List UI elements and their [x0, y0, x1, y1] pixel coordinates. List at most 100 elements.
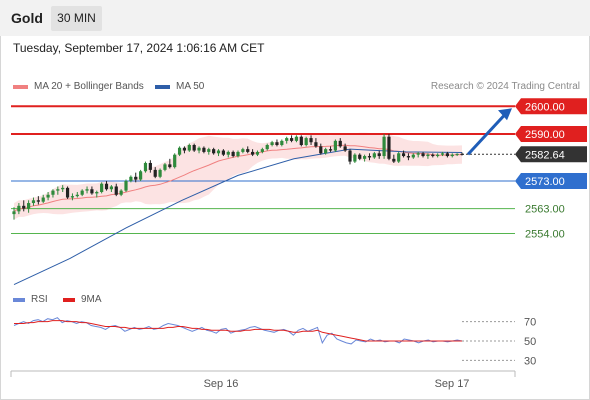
- candles: [12, 133, 464, 220]
- level-label: 2573.00: [525, 176, 565, 188]
- candle: [436, 154, 440, 157]
- candle: [216, 150, 221, 154]
- timestamp: Tuesday, September 17, 2024 1:06:16 AM C…: [13, 41, 265, 55]
- candle: [333, 140, 337, 151]
- candle: [392, 158, 396, 162]
- candle: [377, 153, 381, 157]
- ma9-line: [14, 320, 462, 342]
- candle: [241, 149, 245, 152]
- x-tick-label: Sep 16: [204, 378, 239, 390]
- legend-ma20-label: MA 20 + Bollinger Bands: [34, 81, 144, 92]
- level-label: 2600.00: [525, 101, 565, 113]
- candle: [251, 151, 255, 155]
- candle: [114, 186, 118, 195]
- candle: [17, 205, 21, 212]
- candle: [363, 156, 367, 159]
- top-bar: Gold 30 MIN: [0, 0, 590, 36]
- candle: [445, 153, 449, 157]
- candle: [270, 142, 274, 145]
- candle: [450, 154, 454, 157]
- candle: [187, 145, 191, 151]
- candle: [119, 190, 123, 195]
- level-label: 2582.64: [525, 149, 565, 161]
- candle: [153, 169, 157, 177]
- candle: [95, 192, 99, 194]
- rsi-panel: 70 50 30: [13, 317, 536, 367]
- candle: [134, 176, 138, 180]
- candle: [401, 153, 406, 157]
- candle: [51, 190, 55, 195]
- candle: [387, 136, 391, 159]
- candle: [289, 138, 294, 141]
- candle: [70, 196, 75, 198]
- candle: [143, 162, 148, 172]
- candle: [163, 164, 167, 170]
- candle: [285, 138, 289, 141]
- candle: [212, 149, 216, 154]
- rsi-tick-label: 70: [524, 317, 536, 329]
- candle: [319, 146, 323, 154]
- candle: [421, 153, 425, 157]
- candle: [299, 136, 303, 145]
- candle: [367, 156, 372, 158]
- candle: [231, 151, 235, 157]
- candle: [343, 146, 347, 151]
- candle: [31, 200, 36, 204]
- candle: [46, 194, 50, 198]
- time-axis: Sep 16 Sep 17: [10, 370, 516, 390]
- ma20-swatch-icon: [13, 84, 28, 89]
- candle: [139, 171, 143, 180]
- candle: [56, 189, 60, 191]
- level-labels: 2600.00 2590.00 2582.64 2573.00 2563.00 2554.…: [515, 98, 587, 240]
- legend-9ma-label: 9MA: [81, 294, 102, 305]
- candle: [236, 151, 240, 157]
- candle: [41, 197, 45, 202]
- candle: [27, 203, 31, 209]
- rsi-swatch-icon: [13, 297, 25, 302]
- level-label: 2563.00: [525, 204, 565, 216]
- candle: [455, 153, 459, 155]
- bollinger-bands: [14, 132, 462, 220]
- candle: [411, 154, 415, 158]
- ma9-swatch-icon: [63, 297, 75, 302]
- forecast-arrow-line: [466, 111, 509, 156]
- level-tag: [515, 172, 587, 189]
- candle: [80, 190, 84, 195]
- candle: [207, 149, 211, 152]
- legend-rsi-label: RSI: [31, 294, 48, 305]
- level-tag: [515, 125, 587, 142]
- candle: [148, 162, 152, 170]
- candle: [309, 138, 313, 143]
- candle: [173, 154, 177, 168]
- candle: [158, 169, 162, 177]
- candle: [260, 149, 264, 152]
- candle: [431, 154, 435, 157]
- candle: [294, 136, 299, 141]
- price-levels: [11, 105, 515, 234]
- forecast-arrow: [466, 108, 512, 156]
- candle: [85, 189, 89, 191]
- legend-9ma: 9MA: [63, 294, 102, 305]
- candle: [416, 153, 420, 155]
- candle: [61, 187, 65, 190]
- candle: [36, 200, 40, 202]
- candle: [22, 205, 26, 209]
- candle: [124, 180, 128, 191]
- candle: [324, 149, 328, 154]
- level-label: 2590.00: [525, 129, 565, 141]
- candle: [226, 151, 230, 155]
- candle: [129, 176, 133, 181]
- candle: [353, 154, 357, 162]
- timeframe-button[interactable]: 30 MIN: [51, 6, 102, 31]
- candle: [104, 183, 109, 190]
- candle: [440, 153, 445, 155]
- candle: [275, 142, 279, 145]
- legend-ma20: MA 20 + Bollinger Bands: [13, 81, 144, 92]
- level-tag: [515, 146, 587, 163]
- candle: [328, 149, 333, 151]
- candle: [221, 150, 225, 155]
- legend-rsi: RSI: [13, 294, 48, 305]
- x-tick-label: Sep 17: [435, 378, 470, 390]
- ma50-line: [13, 148, 463, 286]
